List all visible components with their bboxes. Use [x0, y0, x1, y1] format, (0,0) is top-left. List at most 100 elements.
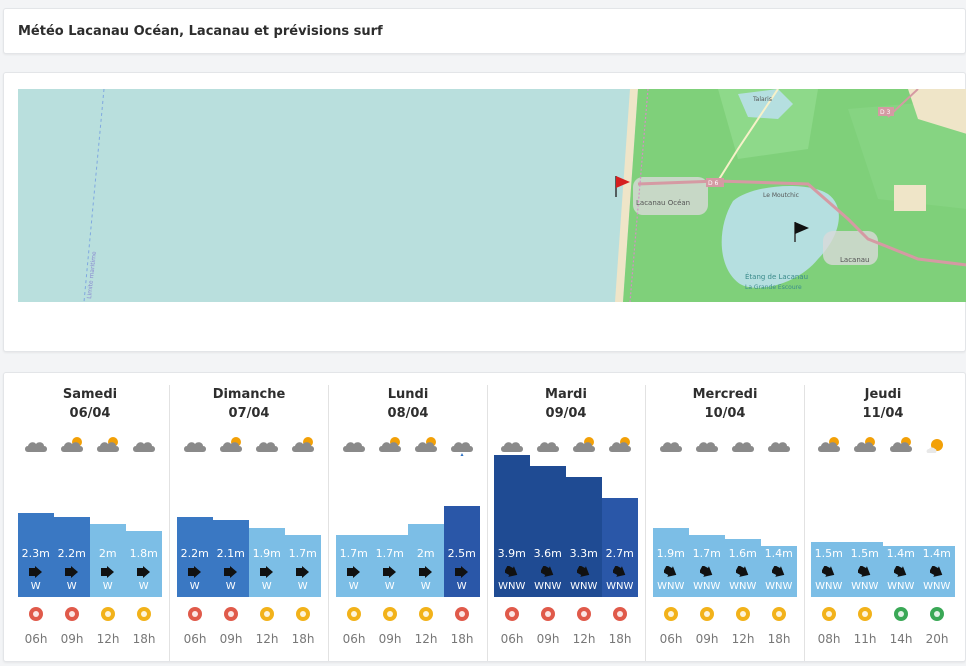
surf-rating-ok-icon [772, 607, 786, 621]
day-divider [328, 385, 329, 661]
spot-flag-red-icon[interactable] [615, 176, 630, 197]
swell-direction-arrow-icon [223, 563, 238, 578]
wave-height-bar[interactable]: 3.3m WNW [566, 477, 602, 597]
forecast-day[interactable]: Mercredi 10/04 1.9m WNW 06h 1.7m WNW 09h 1.6m WNW… [653, 373, 797, 661]
swell-direction-arrow-icon [64, 563, 79, 578]
forecast-day[interactable]: Mardi 09/04 3.9m WNW 06h 3.6m WNW 09h 3.3m WNW 12h… [494, 373, 638, 661]
wave-height-bar[interactable]: 1.9m WNW [653, 528, 689, 597]
surf-spot-map[interactable]: Limite maritime D 6 [18, 89, 966, 302]
north-lake [738, 89, 793, 119]
sun-cloud-icon [816, 435, 842, 457]
surf-rating-bad-icon [613, 607, 627, 621]
cloud-icon [131, 435, 157, 457]
wave-height-label: 1.5m [814, 547, 843, 560]
swell-direction-label: W [225, 581, 236, 592]
swell-direction-label: WNW [851, 581, 879, 592]
wave-height-bar[interactable]: 2m W [408, 524, 444, 597]
swell-direction-arrow-icon [611, 563, 627, 577]
surf-rating-good-icon [894, 607, 908, 621]
lake-lacanau [721, 185, 839, 288]
sun-cloud-icon [413, 435, 439, 457]
wave-height-bar[interactable]: 2m W [90, 524, 126, 597]
title-card: Météo Lacanau Océan, Lacanau et prévisio… [3, 8, 966, 54]
wave-height-bar[interactable]: 1.8m W [126, 531, 162, 597]
forecast-day[interactable]: Dimanche 07/04 2.2m W 06h 2.1m W 09h 1.9m W 12h 1.7… [177, 373, 321, 661]
wave-height-bar[interactable]: 1.7m WNW [689, 535, 725, 597]
cloud-icon [535, 435, 561, 457]
surf-rating-ok-icon [664, 607, 678, 621]
wave-height-bar[interactable]: 1.7m W [285, 535, 321, 597]
day-name: Jeudi [864, 387, 902, 402]
forecast-hour: 12h [96, 632, 120, 646]
wave-height-bar[interactable]: 2.5m W [444, 506, 480, 597]
wave-height-bar[interactable]: 1.5m WNW [847, 542, 883, 597]
wave-height-label: 3.6m [533, 547, 562, 560]
wave-height-bar[interactable]: 1.5m WNW [811, 542, 847, 597]
forecast-hour: 18h [291, 632, 315, 646]
day-date: 06/04 [69, 406, 111, 421]
wave-height-label: 1.7m [339, 547, 368, 560]
wave-height-bar[interactable]: 1.9m W [249, 528, 285, 597]
surf-rating-bad-icon [541, 607, 555, 621]
wave-height-label: 3.9m [497, 547, 526, 560]
wave-height-bar[interactable]: 2.7m WNW [602, 498, 638, 597]
sun-cloud-icon [852, 435, 878, 457]
forecast-hour: 12h [255, 632, 279, 646]
swell-direction-label: WNW [606, 581, 634, 592]
forecast-hour: 09h [219, 632, 243, 646]
lacanau-ocean-town [633, 177, 708, 215]
sun-cloud-icon [571, 435, 597, 457]
wave-height-bar[interactable]: 1.7m W [372, 535, 408, 597]
forecast-hour: 06h [500, 632, 524, 646]
swell-direction-arrow-icon [734, 563, 750, 577]
swell-direction-label: W [138, 581, 149, 592]
wave-height-bar[interactable]: 1.4m WNW [761, 546, 797, 597]
forecast-hour: 08h [817, 632, 841, 646]
wave-height-label: 2.3m [21, 547, 50, 560]
day-divider [804, 385, 805, 661]
day-name: Mercredi [692, 387, 758, 402]
forecast-hour: 06h [659, 632, 683, 646]
spot-flag-black-icon[interactable] [794, 222, 809, 242]
forecast-hour: 06h [24, 632, 48, 646]
sun-cloud-icon [607, 435, 633, 457]
map-label-moutchic: Le Moutchic [763, 192, 799, 199]
cloud-icon [658, 435, 684, 457]
forecast-day[interactable]: Jeudi 11/04 1.5m WNW 08h 1.5m WNW 11h 1.4m WNW 14h… [811, 373, 955, 661]
sun-cloud-icon [59, 435, 85, 457]
wave-height-bar[interactable]: 2.1m W [213, 520, 249, 597]
wave-height-bar[interactable]: 3.6m WNW [530, 466, 566, 597]
wave-height-bar[interactable]: 1.7m W [336, 535, 372, 597]
swell-direction-arrow-icon [418, 563, 433, 578]
field-area [908, 89, 966, 134]
day-name: Mardi [545, 387, 587, 402]
forecast-day[interactable]: Lundi 08/04 1.7m W 06h 1.7m W 09h 2m W 12h 2.5m W 18h [336, 373, 480, 661]
swell-direction-arrow-icon [382, 563, 397, 578]
wave-height-bar[interactable]: 2.2m W [177, 517, 213, 597]
wave-height-bar[interactable]: 1.4m WNW [883, 546, 919, 597]
page-title: Météo Lacanau Océan, Lacanau et prévisio… [18, 24, 383, 39]
wave-height-bar[interactable]: 1.6m WNW [725, 539, 761, 597]
forecast-day[interactable]: Samedi 06/04 2.3m W 06h 2.2m W 09h 2m W 12h 1.8m W 18… [18, 373, 162, 661]
cloud-icon [499, 435, 525, 457]
cloud-icon [254, 435, 280, 457]
wave-height-bar[interactable]: 1.4m WNW [919, 546, 955, 597]
forecast-hour: 09h [695, 632, 719, 646]
swell-direction-arrow-icon [698, 563, 714, 577]
day-date: 08/04 [387, 406, 429, 421]
day-divider [645, 385, 646, 661]
day-date: 10/04 [704, 406, 746, 421]
surf-rating-bad-icon [224, 607, 238, 621]
wave-height-bar[interactable]: 2.2m W [54, 517, 90, 597]
swell-direction-label: WNW [498, 581, 526, 592]
forecast-hour: 06h [342, 632, 366, 646]
swell-direction-arrow-icon [136, 563, 151, 578]
wave-height-bar[interactable]: 2.3m W [18, 513, 54, 597]
wave-height-label: 1.7m [288, 547, 317, 560]
wave-height-label: 1.6m [728, 547, 757, 560]
day-date: 11/04 [862, 406, 904, 421]
wave-height-bar[interactable]: 3.9m WNW [494, 455, 530, 597]
forecast-hour: 20h [925, 632, 949, 646]
day-divider [487, 385, 488, 661]
swell-direction-label: WNW [765, 581, 793, 592]
